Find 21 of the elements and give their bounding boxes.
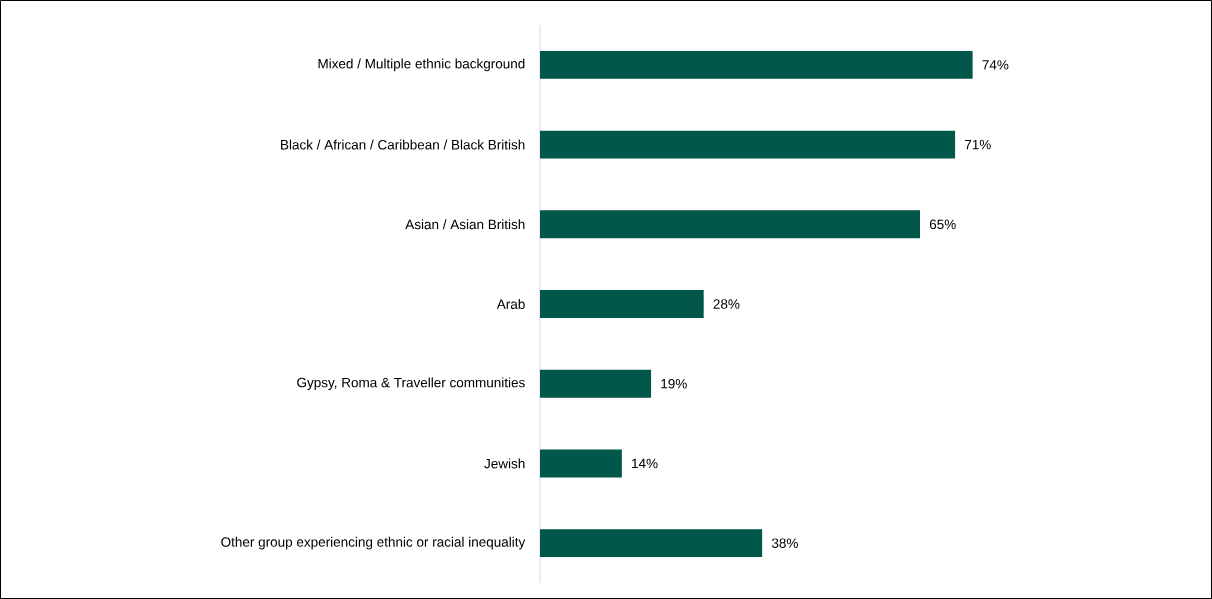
y-tick-label: Asian / Asian British <box>405 219 525 230</box>
data-label: 71% <box>964 139 991 150</box>
bar <box>540 50 973 79</box>
data-label: 19% <box>661 378 687 389</box>
data-label: 65% <box>929 219 956 230</box>
y-tick-label: Arab <box>496 299 525 309</box>
data-label: 28% <box>713 299 740 309</box>
bar <box>540 449 622 478</box>
data-label: 14% <box>632 458 658 469</box>
bar <box>540 369 652 398</box>
y-tick-label: Mixed / Multiple ethnic background <box>318 58 525 72</box>
bar <box>540 290 704 318</box>
bar <box>540 529 763 558</box>
y-tick-label: Gypsy, Roma & Traveller communities <box>297 377 525 391</box>
data-label: 38% <box>771 538 798 548</box>
data-label: 74% <box>982 60 1009 70</box>
y-tick-label: Other group experiencing ethnic or racial inequality <box>221 536 526 550</box>
y-tick-label: Jewish <box>484 458 525 469</box>
y-tick-label: Black / African / Caribbean / Black British <box>281 139 525 150</box>
bar <box>540 210 921 239</box>
bar <box>540 130 956 159</box>
